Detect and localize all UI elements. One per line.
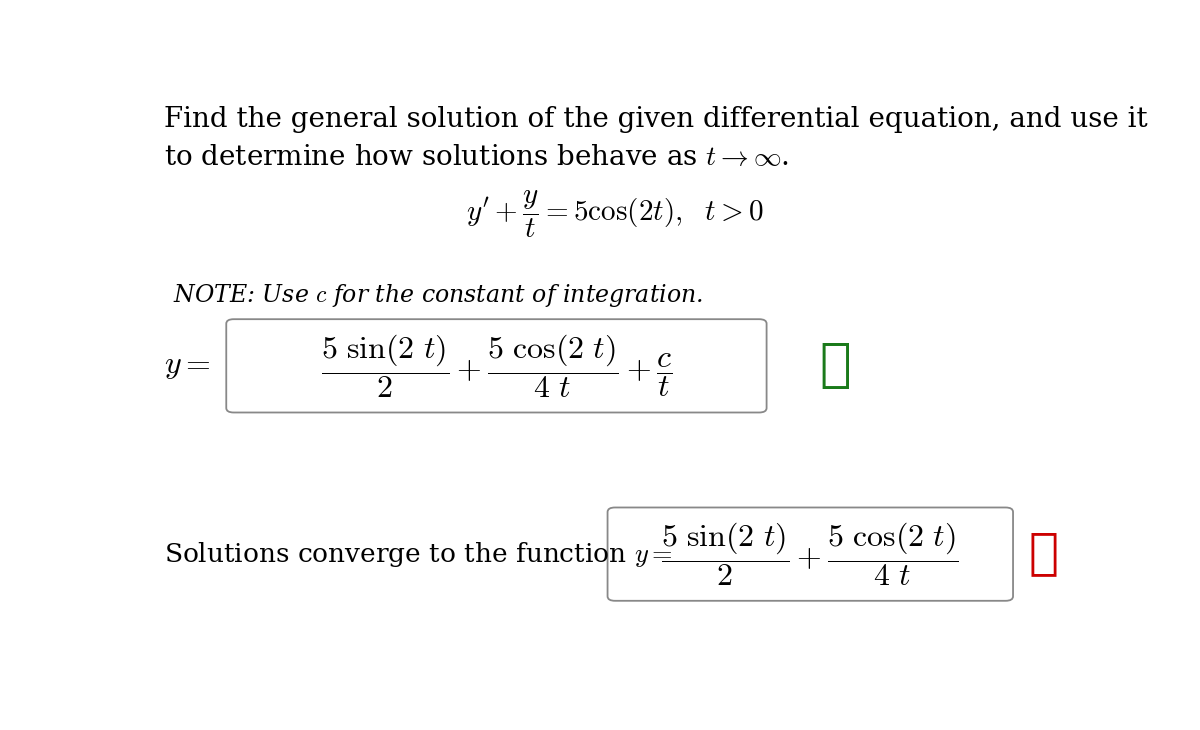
Text: $y' + \dfrac{y}{t} = 5\cos(2t),\ \ t > 0$: $y' + \dfrac{y}{t} = 5\cos(2t),\ \ t > 0… [466,188,764,239]
Text: $\dfrac{5\ \sin(2\ t)}{2} + \dfrac{5\ \cos(2\ t)}{4\ t} + \dfrac{c}{t}$: $\dfrac{5\ \sin(2\ t)}{2} + \dfrac{5\ \c… [320,332,672,400]
FancyBboxPatch shape [607,507,1013,601]
Text: $\dfrac{5\ \sin(2\ t)}{2} + \dfrac{5\ \cos(2\ t)}{4\ t}$: $\dfrac{5\ \sin(2\ t)}{2} + \dfrac{5\ \c… [661,520,959,588]
Text: $y = $: $y = $ [164,350,210,381]
Text: ✗: ✗ [1028,530,1058,579]
Text: Solutions converge to the function $y = $: Solutions converge to the function $y = … [164,539,673,569]
Text: NOTE: Use $c$ for the constant of integration.: NOTE: Use $c$ for the constant of integr… [173,282,703,309]
FancyBboxPatch shape [227,319,767,412]
Text: Find the general solution of the given differential equation, and use it: Find the general solution of the given d… [164,106,1147,133]
Text: ✓: ✓ [820,340,851,391]
Text: to determine how solutions behave as $t \to \infty$.: to determine how solutions behave as $t … [164,144,790,171]
